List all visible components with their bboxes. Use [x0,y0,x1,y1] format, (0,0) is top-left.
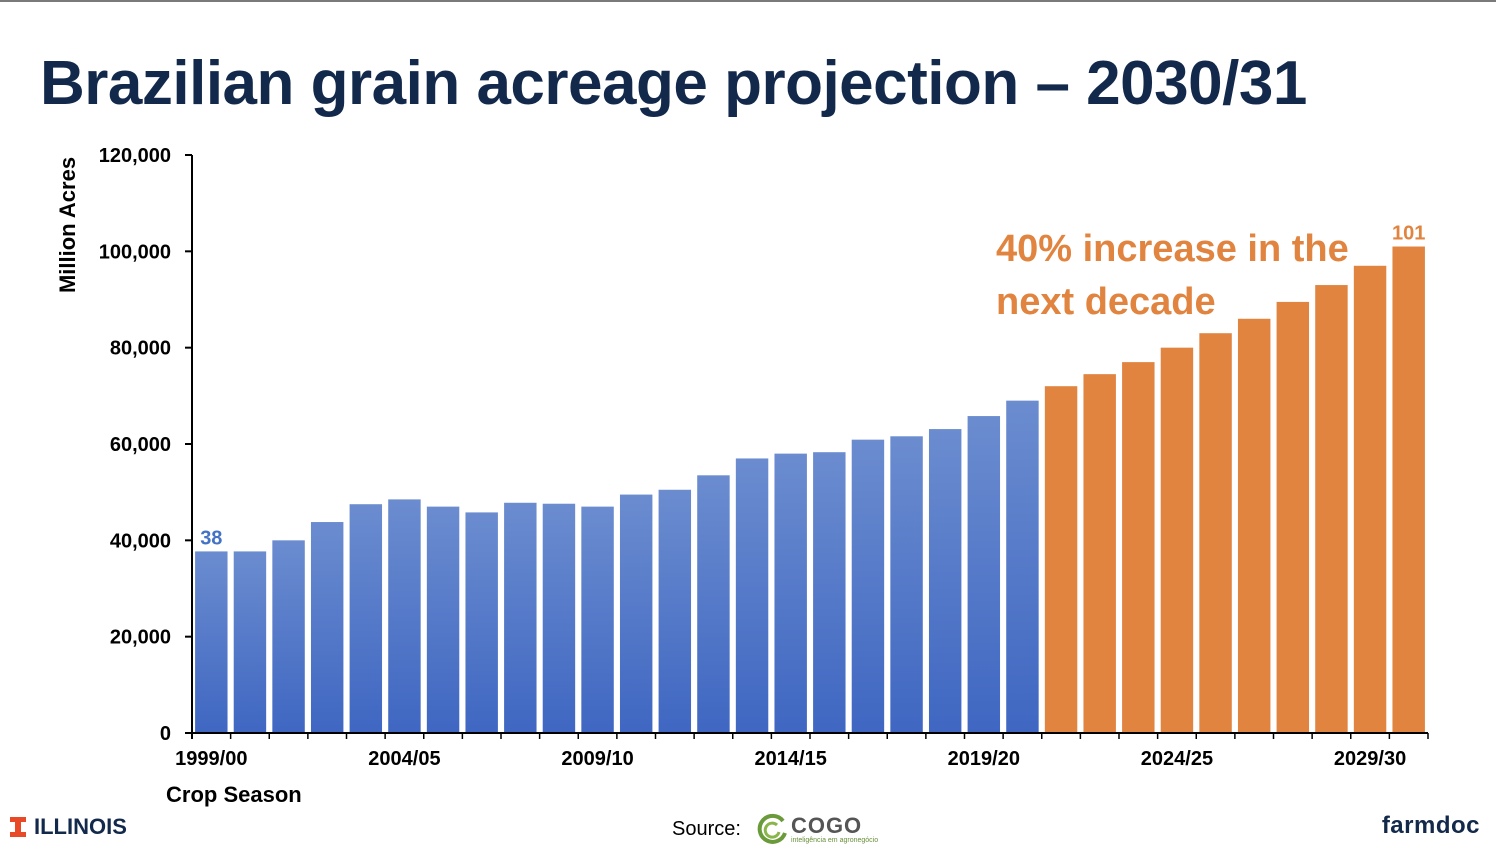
projected-bar-29 [1315,285,1348,733]
historical-bar-18 [890,436,923,733]
data-label: 38 [200,527,222,549]
cogo-logo: COGO inteligência em agronegócio [755,812,878,846]
illinois-wordmark: ILLINOIS [34,814,127,839]
historical-bar-0 [195,551,228,733]
historical-bar-5 [388,499,421,733]
y-tick-label: 60,000 [110,434,171,456]
page-title: Brazilian grain acreage projection – 203… [40,49,1307,118]
data-label: 101 [1392,223,1425,245]
historical-bar-4 [349,504,383,733]
historical-bar-2 [272,540,305,733]
annotation-line: 40% increase in the [996,228,1349,270]
x-tick-label: 2014/15 [755,748,827,770]
projected-bar-25 [1160,347,1194,733]
y-axis-title: Million Acres [55,157,80,293]
x-tick-label: 2004/05 [368,748,440,770]
top-rule [0,0,1496,2]
historical-bar-12 [658,489,692,733]
y-tick-label: 120,000 [99,145,171,167]
historical-bar-17 [851,439,885,733]
projected-bar-26 [1199,333,1232,733]
historical-bar-9 [542,503,576,733]
source-credit: Source: COGO inteligência em agronegócio [672,812,878,846]
x-tick-label: 2009/10 [561,748,633,770]
historical-bar-3 [310,522,344,733]
projected-bar-27 [1237,318,1271,733]
cogo-tagline: inteligência em agronegócio [790,836,879,844]
projected-bar-22 [1044,386,1078,733]
cogo-swirl-icon [757,813,787,844]
x-tick-label: 2024/25 [1141,748,1213,770]
projected-bar-23 [1083,374,1116,733]
x-tick-label: 2029/30 [1334,748,1406,770]
y-tick-label: 100,000 [99,241,171,263]
historical-bar-15 [774,453,807,733]
y-tick-label: 80,000 [110,338,171,360]
historical-bar-13 [697,475,730,733]
x-axis-title: Crop Season [166,782,302,807]
bars-group [195,246,1425,733]
historical-bar-14 [735,458,769,733]
historical-bar-10 [581,506,614,733]
illinois-logo: ILLINOIS [10,814,127,840]
illinois-i-icon [10,817,26,837]
projected-bar-28 [1276,301,1310,733]
source-label: Source: [672,817,741,840]
farmdoc-logo: farmdoc [1381,812,1480,839]
x-tick-label: 1999/00 [175,748,247,770]
historical-bar-21 [1006,400,1039,733]
historical-bar-1 [233,551,267,733]
historical-bar-7 [465,512,498,733]
projected-bar-30 [1353,265,1387,733]
historical-bar-6 [426,506,460,733]
y-tick-label: 40,000 [110,530,171,552]
annotation-line: next decade [996,281,1216,323]
projected-bar-24 [1122,362,1155,733]
historical-bar-8 [504,502,537,733]
y-tick-label: 20,000 [110,627,171,649]
y-tick-label: 0 [160,723,171,745]
cogo-wordmark: COGO [790,812,863,838]
x-tick-label: 2019/20 [948,748,1020,770]
historical-bar-19 [928,429,962,733]
axes-group: 0 20,000 40,000 60,000 80,000 100,000 120,000 1… [55,145,1429,807]
historical-bar-20 [967,416,1001,733]
projected-bar-31 [1392,246,1425,733]
historical-bar-11 [619,494,653,733]
labels-group: 38 101 40% increase in the next decade [200,223,1425,550]
historical-bar-16 [813,452,846,733]
